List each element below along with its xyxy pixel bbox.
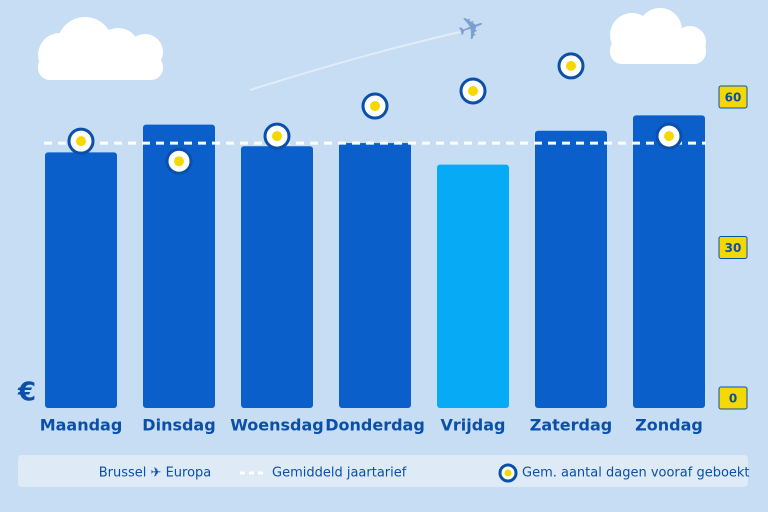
dot [655,122,683,150]
y-axis-label: € [17,378,36,408]
dot [263,122,291,150]
dot [165,147,193,175]
y2-tick-label: 60 [725,91,742,105]
bar [633,115,705,409]
dot-part [566,60,576,71]
bar [437,164,509,408]
legend [18,455,748,487]
dot [557,52,585,80]
bar [535,130,607,409]
x-tick-label: Maandag [40,416,123,435]
y2-tick-label: 0 [729,392,737,406]
bar [241,146,313,408]
y2-tick-icon [718,85,748,109]
dot [459,77,487,105]
dot [361,92,389,120]
dot-part [174,156,184,167]
y2-tick-icon [718,236,748,259]
bar [143,124,215,408]
x-tick-label: Zaterdag [530,416,613,435]
legend-dot-inner [504,469,512,477]
bar [339,143,411,408]
x-tick-label: Woensdag [230,416,324,435]
dot-part [76,136,86,147]
dot [67,127,95,155]
clouds [38,8,706,80]
x-tick-label: Dinsdag [142,416,215,435]
x-tick-label: Donderdag [325,416,425,435]
x-tick-label: Vrijdag [441,416,506,435]
y2-tick-label: 30 [725,241,742,255]
legend-label: Gemiddeld jaartarief [272,466,407,481]
dot-part [468,85,478,96]
dot-part [272,131,282,142]
dot-part [370,101,380,112]
x-tick-label: Zondag [635,416,703,435]
legend-label: Brussel ✈ Europa [99,466,212,481]
legend-label: Gem. aantal dagen vooraf geboekt [522,466,750,481]
dot-part [664,131,674,142]
bar [45,152,117,408]
y2-tick-icon [718,386,748,410]
contrail [249,31,461,91]
